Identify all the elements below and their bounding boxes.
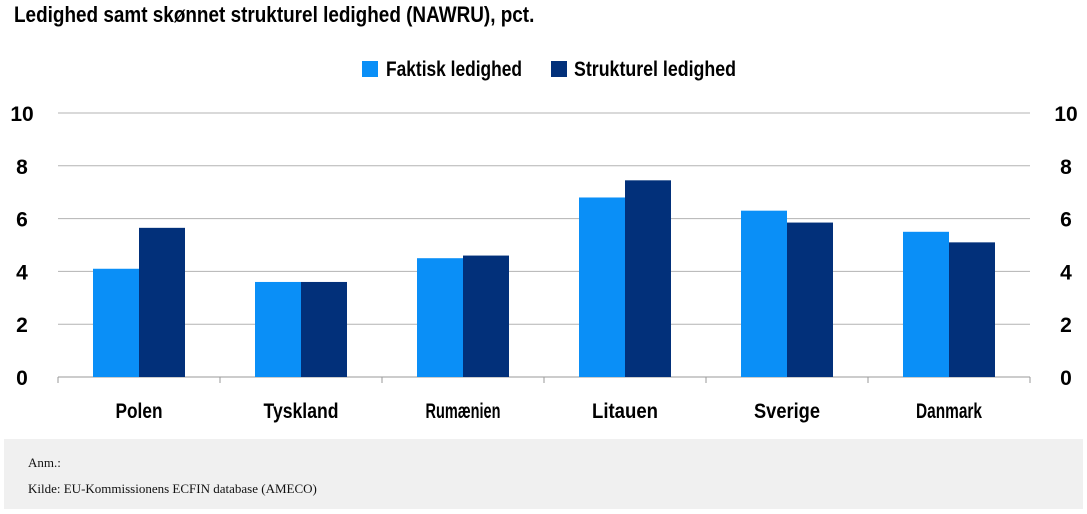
x-tick-label-danmark: Danmark — [916, 400, 982, 423]
legend-label-strukturel-ledighed: Strukturel ledighed — [574, 58, 736, 81]
bar-strukturel-ledighed-litauen — [625, 180, 671, 377]
y-tick-label-right: 8 — [1060, 156, 1072, 179]
y-tick-label-right: 6 — [1060, 209, 1072, 232]
bar-faktisk-ledighed-danmark — [903, 231, 949, 377]
y-tick-label-left: 0 — [16, 367, 28, 390]
x-tick-label-sverige: Sverige — [754, 400, 820, 423]
bar-strukturel-ledighed-rumaenien — [463, 255, 509, 377]
chart-footer: Anm.: Kilde: EU-Kommissionens ECFIN data… — [4, 439, 1083, 509]
bar-strukturel-ledighed-danmark — [949, 242, 995, 377]
bar-faktisk-ledighed-polen — [93, 268, 139, 377]
legend-swatch-faktisk-ledighed — [362, 61, 378, 77]
bar-faktisk-ledighed-rumaenien — [417, 258, 463, 377]
bar-faktisk-ledighed-litauen — [579, 197, 625, 377]
footer-note: Anm.: — [28, 455, 61, 470]
bar-faktisk-ledighed-tyskland — [255, 281, 301, 377]
x-tick-label-polen: Polen — [116, 400, 163, 423]
y-tick-label-left: 2 — [16, 314, 28, 337]
legend-label-faktisk-ledighed: Faktisk ledighed — [386, 58, 522, 81]
y-tick-label-right: 2 — [1060, 314, 1072, 337]
y-tick-label-left: 10 — [10, 103, 33, 126]
y-tick-label-right: 0 — [1060, 367, 1072, 390]
y-tick-label-left: 4 — [16, 261, 28, 284]
x-tick-label-litauen: Litauen — [592, 400, 658, 423]
legend-swatch-strukturel-ledighed — [551, 61, 567, 77]
bar-chart: 0 0 2 2 4 4 6 6 8 8 10 10 Polen Tyskland Rumænien Litau… — [10, 58, 1077, 423]
bar-strukturel-ledighed-tyskland — [301, 281, 347, 377]
footer-source: Kilde: EU-Kommissionens ECFIN database (… — [28, 481, 317, 496]
y-tick-label-left: 6 — [16, 209, 28, 232]
chart-title: Ledighed samt skønnet strukturel ledighe… — [14, 2, 535, 27]
bar-strukturel-ledighed-sverige — [787, 222, 833, 377]
y-tick-label-right: 4 — [1060, 261, 1072, 284]
y-tick-label-left: 8 — [16, 156, 28, 179]
x-tick-label-tyskland: Tyskland — [264, 400, 339, 423]
y-tick-label-right: 10 — [1054, 103, 1077, 126]
bar-strukturel-ledighed-polen — [139, 227, 185, 377]
x-tick-label-rumaenien: Rumænien — [426, 400, 501, 423]
bar-faktisk-ledighed-sverige — [741, 210, 787, 377]
